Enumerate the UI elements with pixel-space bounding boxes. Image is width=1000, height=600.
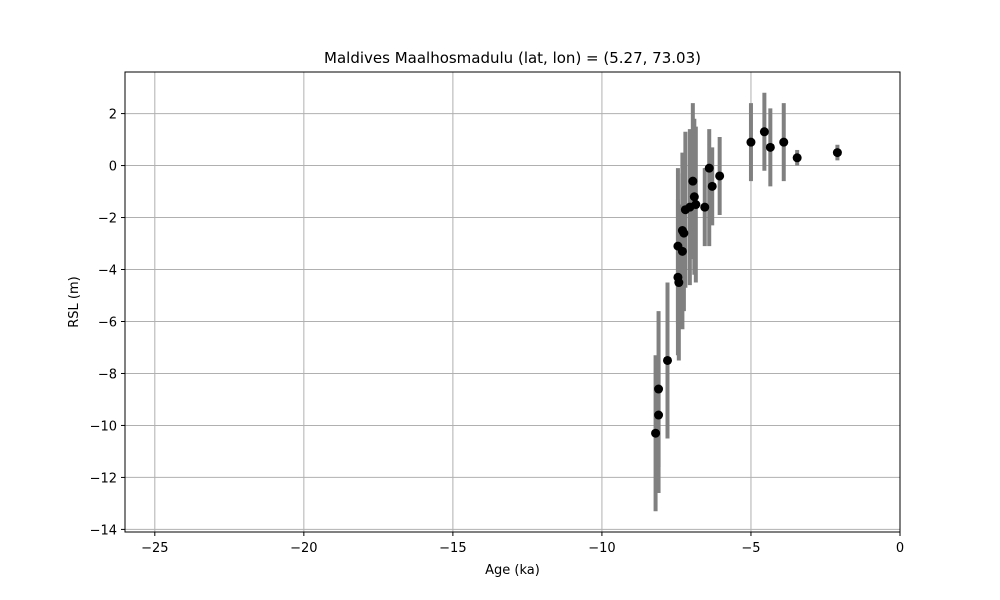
x-tick-label: −25 <box>141 541 168 556</box>
x-axis-label: Age (ka) <box>485 563 540 578</box>
y-axis-label: RSL (m) <box>67 276 82 327</box>
error-bars <box>653 92 840 512</box>
y-tick-label: 0 <box>109 160 117 175</box>
data-point <box>651 428 661 438</box>
data-point <box>765 142 775 152</box>
y-tick-label: −6 <box>98 315 117 330</box>
y-tick-label: −14 <box>90 523 117 538</box>
x-tick-label: 0 <box>896 541 904 556</box>
y-tick-label: 2 <box>109 108 117 123</box>
data-point <box>792 153 802 163</box>
data-point <box>832 148 842 158</box>
x-tick-label: −20 <box>290 541 317 556</box>
data-point <box>704 163 714 173</box>
data-point <box>674 278 684 288</box>
y-axis-ticks: −14 −12 −10 −8 −6 −4 −2 0 2 <box>90 108 125 538</box>
x-axis-ticks: −25 −20 −15 −10 −5 0 <box>141 532 904 556</box>
x-tick-label: −5 <box>741 541 760 556</box>
data-point <box>700 202 710 212</box>
x-tick-label: −10 <box>588 541 615 556</box>
chart-title: Maldives Maalhosmadulu (lat, lon) = (5.2… <box>324 49 701 67</box>
data-point <box>779 137 789 147</box>
y-tick-label: −10 <box>90 419 117 434</box>
data-point <box>663 355 672 365</box>
data-point <box>759 127 769 137</box>
y-tick-label: −12 <box>90 471 117 486</box>
plot-area-frame <box>124 71 901 533</box>
x-tick-label: −15 <box>439 541 466 556</box>
data-points <box>651 127 842 438</box>
data-point <box>677 246 687 256</box>
data-point <box>746 137 756 147</box>
y-tick-label: −2 <box>98 212 117 227</box>
data-point <box>715 171 725 181</box>
data-point <box>654 384 664 394</box>
data-point <box>654 410 664 420</box>
data-point <box>689 192 699 202</box>
data-point <box>707 181 717 191</box>
data-point <box>679 228 689 238</box>
data-point <box>688 176 698 186</box>
y-tick-label: −4 <box>98 264 117 279</box>
y-tick-label: −8 <box>98 367 117 382</box>
data-point <box>691 200 701 210</box>
